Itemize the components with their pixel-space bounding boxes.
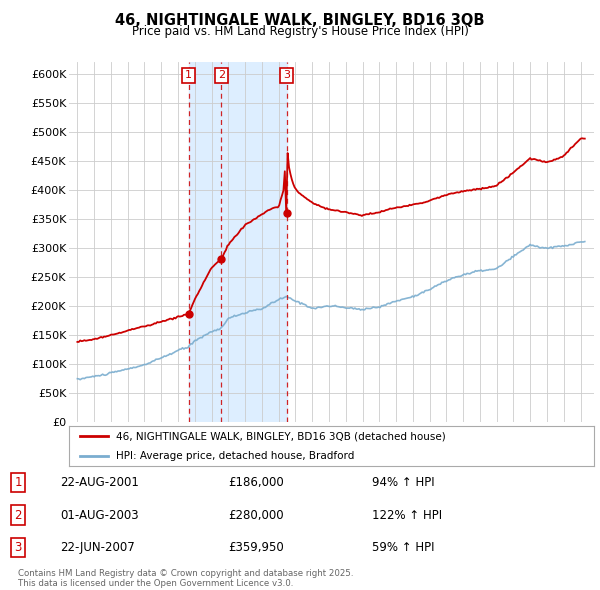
Text: 01-AUG-2003: 01-AUG-2003 xyxy=(60,509,139,522)
Text: £280,000: £280,000 xyxy=(228,509,284,522)
Text: 22-AUG-2001: 22-AUG-2001 xyxy=(60,476,139,489)
Text: 59% ↑ HPI: 59% ↑ HPI xyxy=(372,541,434,554)
Text: 46, NIGHTINGALE WALK, BINGLEY, BD16 3QB (detached house): 46, NIGHTINGALE WALK, BINGLEY, BD16 3QB … xyxy=(116,431,446,441)
Text: 3: 3 xyxy=(14,541,22,554)
Text: 22-JUN-2007: 22-JUN-2007 xyxy=(60,541,135,554)
Text: 122% ↑ HPI: 122% ↑ HPI xyxy=(372,509,442,522)
Text: 1: 1 xyxy=(14,476,22,489)
Text: HPI: Average price, detached house, Bradford: HPI: Average price, detached house, Brad… xyxy=(116,451,355,461)
Text: 3: 3 xyxy=(283,70,290,80)
Text: 94% ↑ HPI: 94% ↑ HPI xyxy=(372,476,434,489)
Text: 1: 1 xyxy=(185,70,192,80)
Text: £186,000: £186,000 xyxy=(228,476,284,489)
Bar xyxy=(189,62,221,422)
Text: Price paid vs. HM Land Registry's House Price Index (HPI): Price paid vs. HM Land Registry's House … xyxy=(131,25,469,38)
Text: 2: 2 xyxy=(218,70,225,80)
Text: 46, NIGHTINGALE WALK, BINGLEY, BD16 3QB: 46, NIGHTINGALE WALK, BINGLEY, BD16 3QB xyxy=(115,13,485,28)
Bar xyxy=(221,62,287,422)
Text: Contains HM Land Registry data © Crown copyright and database right 2025.
This d: Contains HM Land Registry data © Crown c… xyxy=(18,569,353,588)
Text: £359,950: £359,950 xyxy=(228,541,284,554)
Text: 2: 2 xyxy=(14,509,22,522)
